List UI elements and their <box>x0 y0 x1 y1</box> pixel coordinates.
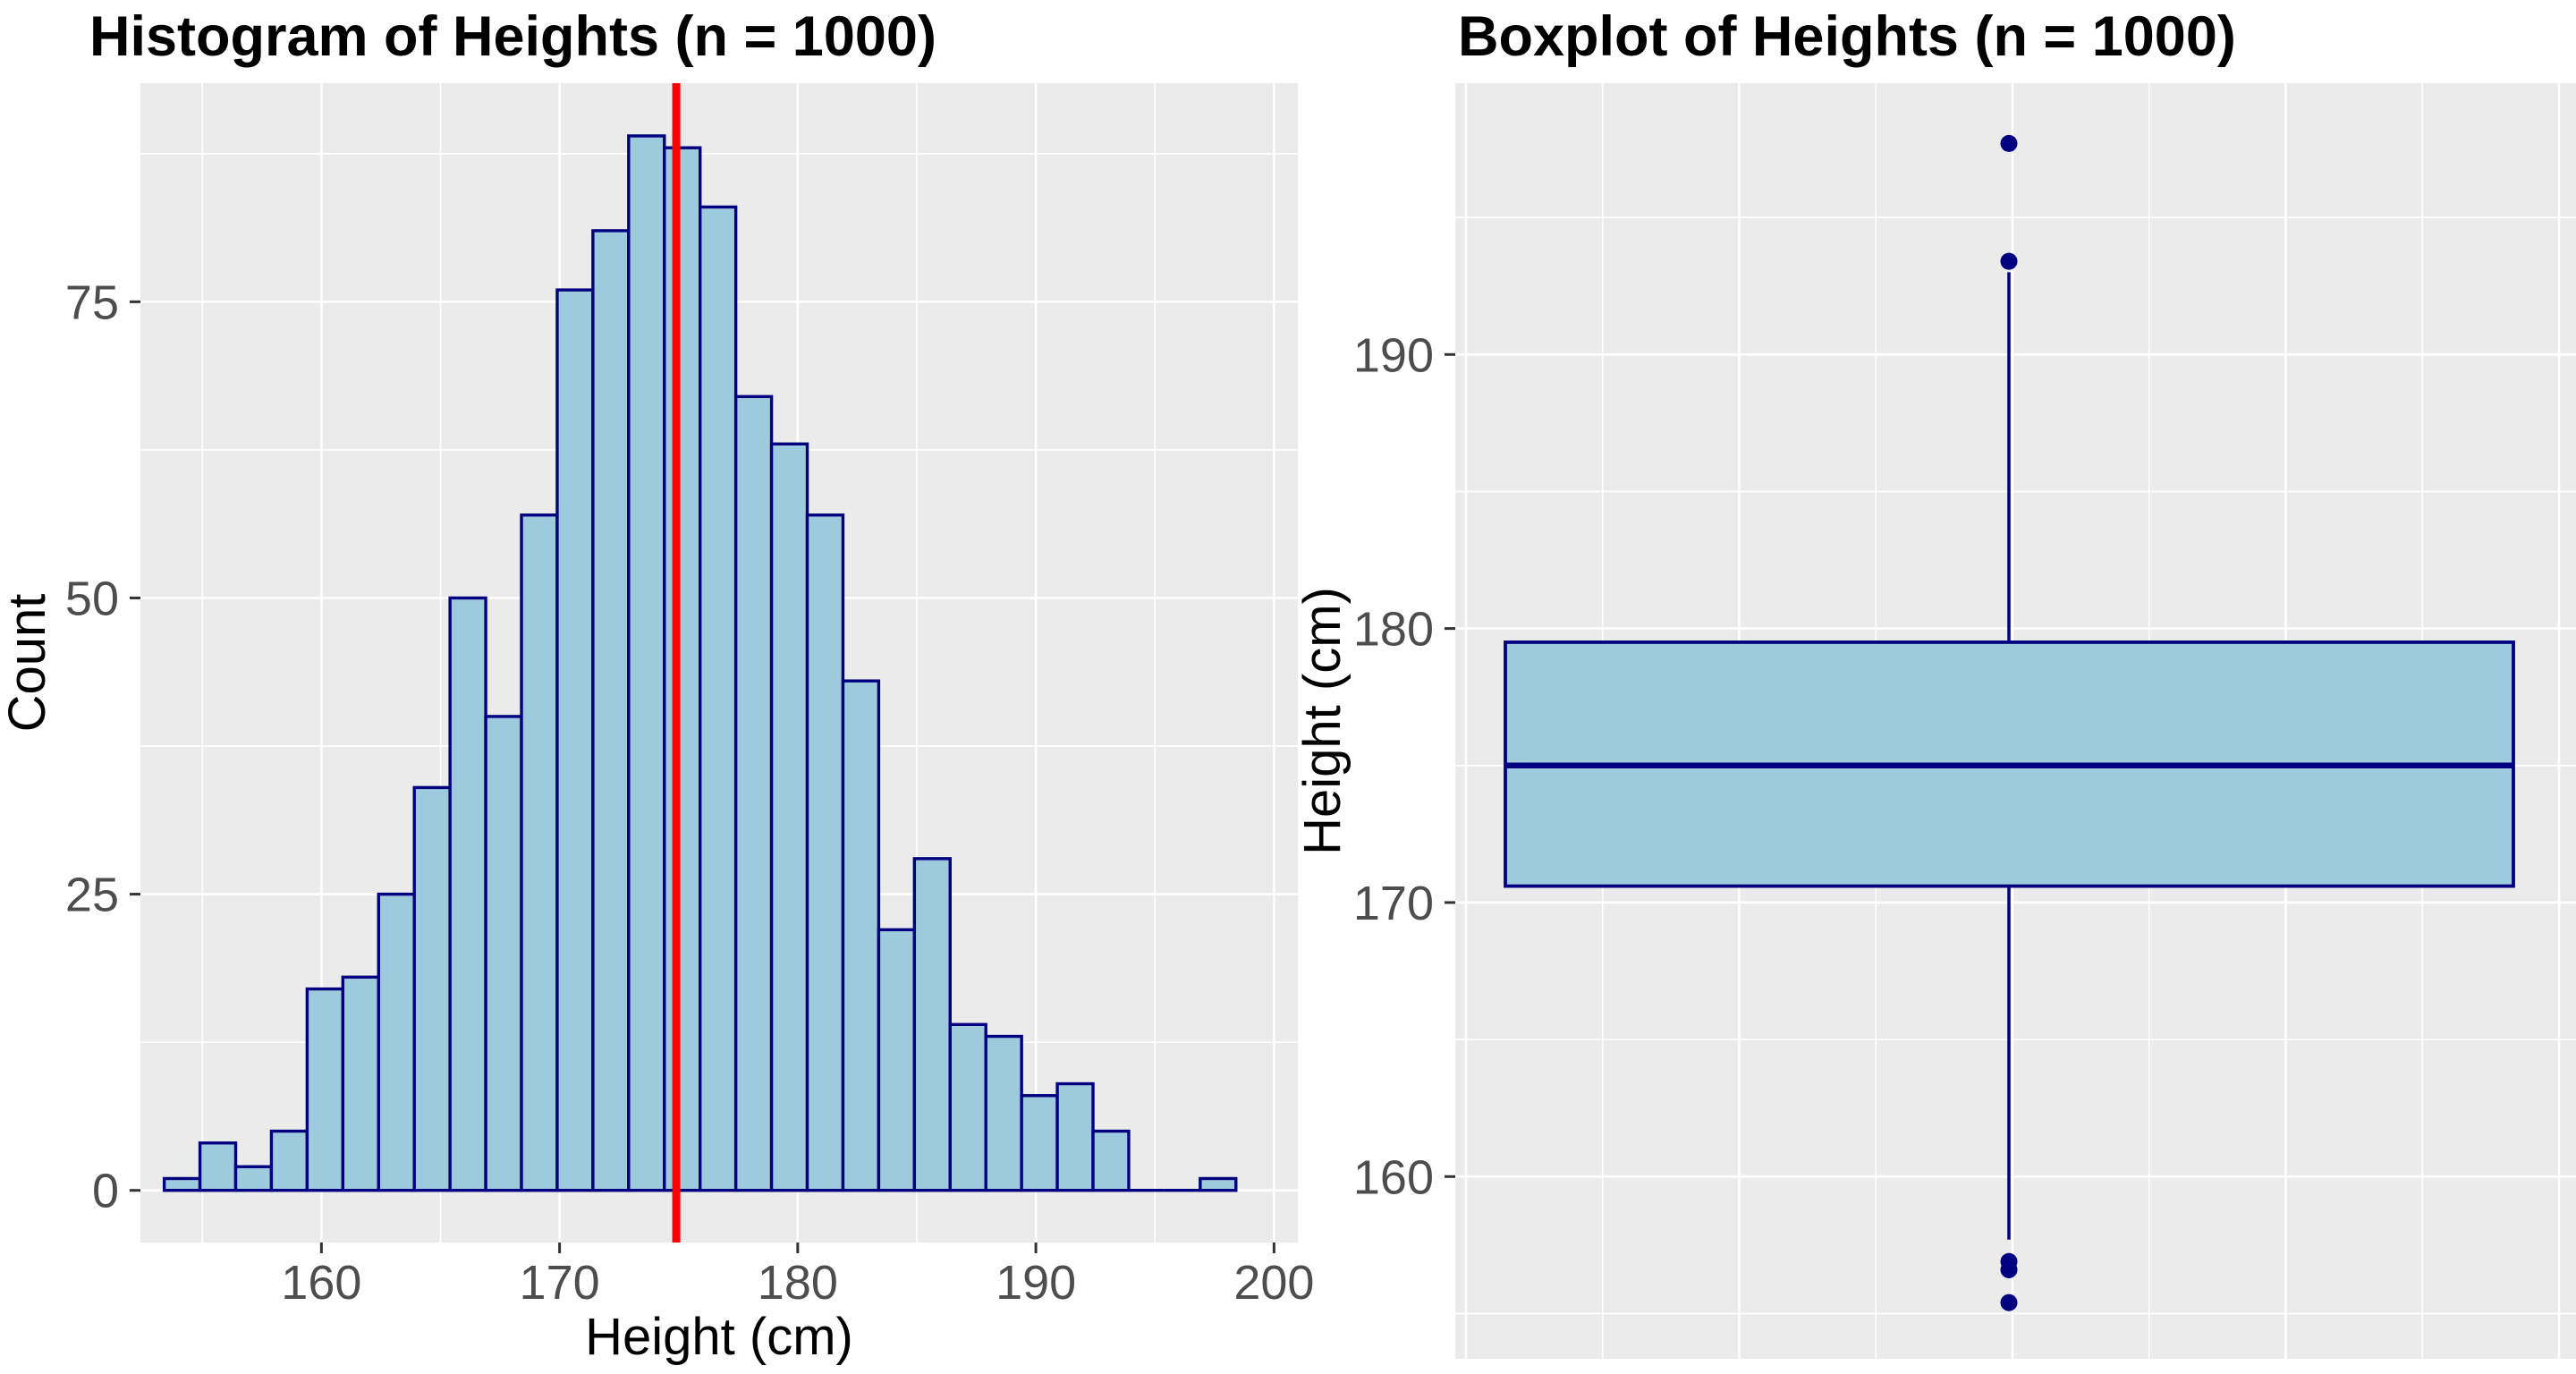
histogram-bar <box>1199 1176 1238 1192</box>
histogram-bar <box>627 134 666 1192</box>
histogram-bar <box>912 857 952 1192</box>
histogram-bar <box>769 442 809 1192</box>
histogram-bar <box>233 1165 274 1192</box>
histogram-bar <box>877 928 917 1192</box>
boxplot-outlier-low <box>2000 1293 2018 1311</box>
boxplot-title: Boxplot of Heights (n = 1000) <box>1458 5 2236 68</box>
histogram-bar <box>591 229 631 1192</box>
histogram-bar <box>948 1022 987 1192</box>
boxplot-outlier-high <box>2000 134 2018 152</box>
histogram-x-tick-label: 190 <box>996 1256 1076 1310</box>
histogram-bar <box>1091 1129 1131 1192</box>
histogram-bar <box>805 513 845 1192</box>
histogram-y-axis-title: Count <box>0 594 56 733</box>
boxplot-y-tick-label: 160 <box>1353 1150 1434 1204</box>
histogram-y-tick-label: 50 <box>65 572 119 625</box>
histogram-bar <box>448 596 487 1192</box>
histogram-bar <box>733 394 774 1192</box>
histogram-bar <box>555 288 595 1192</box>
histogram-bar <box>377 892 416 1192</box>
histogram-bar <box>198 1141 238 1192</box>
histogram-bar <box>484 715 523 1192</box>
boxplot-y-tick-label: 180 <box>1353 603 1434 657</box>
boxplot-y-axis-title: Height (cm) <box>1293 587 1352 855</box>
histogram-x-axis-title: Height (cm) <box>585 1308 853 1366</box>
boxplot-y-tick-label: 190 <box>1353 328 1434 382</box>
histogram-bar <box>305 987 345 1192</box>
histogram-x-tick-label: 180 <box>758 1256 838 1310</box>
histogram-y-tick-label: 0 <box>92 1165 119 1218</box>
histogram-bar <box>841 679 881 1192</box>
histogram-bar <box>412 785 452 1192</box>
histogram-y-tick-label: 25 <box>65 869 119 922</box>
histogram-bar <box>341 975 380 1192</box>
histogram-x-tick-label: 160 <box>281 1256 361 1310</box>
boxplot-outlier-high <box>2000 252 2018 270</box>
boxplot-y-tick-label: 170 <box>1353 877 1434 930</box>
histogram-bar <box>984 1034 1023 1192</box>
histogram-bar <box>663 146 702 1192</box>
histogram-bar <box>1020 1094 1059 1192</box>
histogram-bar <box>162 1176 202 1192</box>
histogram-title: Histogram of Heights (n = 1000) <box>89 5 936 68</box>
histogram-bar <box>1055 1081 1095 1192</box>
histogram-bar <box>698 205 738 1192</box>
histogram-bar <box>520 513 559 1192</box>
histogram-x-tick-label: 170 <box>520 1256 600 1310</box>
histogram-y-tick-label: 75 <box>65 276 119 329</box>
histogram-x-tick-label: 200 <box>1233 1256 1314 1310</box>
histogram-bar <box>269 1129 309 1192</box>
boxplot-outlier-low <box>2000 1260 2018 1278</box>
